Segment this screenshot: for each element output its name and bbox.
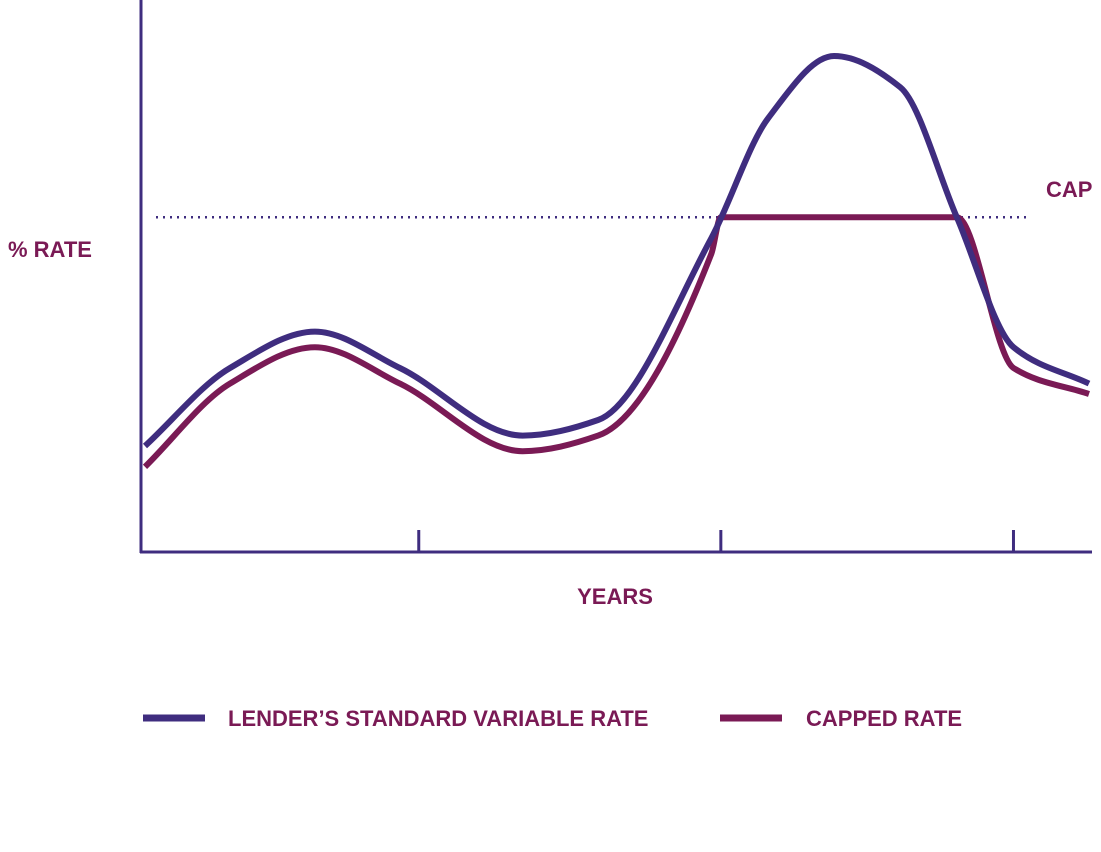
variable-rate-line [142,53,1091,449]
y-axis-label: % RATE [8,237,92,262]
capped-rate-line [142,214,1090,469]
plot-area [139,0,1092,554]
x-axis-label: YEARS [577,584,653,609]
legend-label-capped-rate: CAPPED RATE [806,706,962,731]
legend: LENDER’S STANDARD VARIABLE RATE CAPPED R… [143,706,962,731]
legend-label-variable-rate: LENDER’S STANDARD VARIABLE RATE [228,706,648,731]
cap-label: CAP [1046,177,1092,202]
